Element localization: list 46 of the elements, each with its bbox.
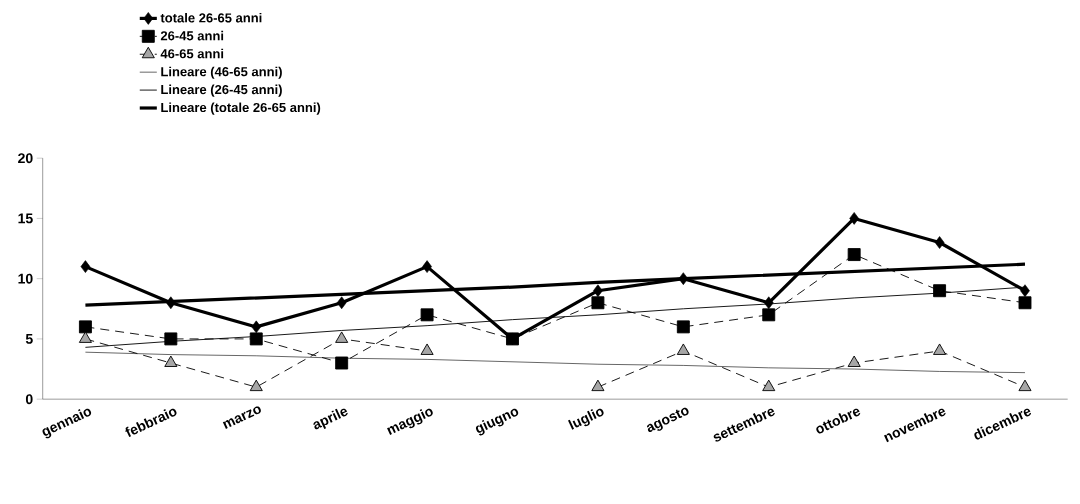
point [763, 296, 774, 310]
point [164, 355, 178, 367]
point [164, 332, 178, 346]
point [1018, 379, 1032, 392]
point [933, 343, 947, 355]
point [676, 320, 690, 334]
y-tick-label: 20 [18, 153, 33, 164]
y-tick-label: 5 [25, 334, 33, 344]
point [933, 284, 947, 298]
legend-label: Lineare (46-65 anni) [161, 66, 282, 79]
point [593, 284, 603, 298]
point [249, 379, 263, 392]
legend-label: 26-45 anni [160, 30, 224, 41]
point [420, 308, 434, 322]
legend-label: Lineare (26-45 anni) [161, 84, 282, 97]
y-tick-label: 0 [25, 394, 33, 405]
point [676, 343, 690, 355]
point [422, 260, 432, 273]
legend-label: Lineare (totale 26-65 anni) [161, 102, 321, 115]
point [78, 320, 92, 334]
point [591, 296, 605, 310]
point [80, 260, 91, 273]
point [1018, 296, 1032, 310]
x-tick-label: marzo [222, 406, 261, 429]
x-tick-label: luglio [568, 408, 604, 430]
point [934, 236, 945, 249]
point [1020, 284, 1030, 298]
point [847, 355, 861, 367]
point [335, 356, 349, 370]
y-tick-label: 15 [18, 213, 33, 224]
point [166, 296, 176, 310]
point [251, 320, 262, 334]
point [591, 379, 605, 392]
y-tick-label: 10 [18, 273, 33, 284]
legend-label: totale 26-65 anni [160, 12, 262, 23]
point [762, 308, 776, 322]
point [249, 332, 263, 346]
point [762, 379, 776, 392]
point [78, 331, 92, 343]
point [420, 343, 434, 355]
legend-label: 46-65 anni [160, 48, 224, 59]
point [849, 212, 859, 225]
x-tick-label: aprile [313, 408, 348, 430]
point [335, 331, 349, 343]
point [847, 248, 861, 262]
point [336, 296, 347, 310]
